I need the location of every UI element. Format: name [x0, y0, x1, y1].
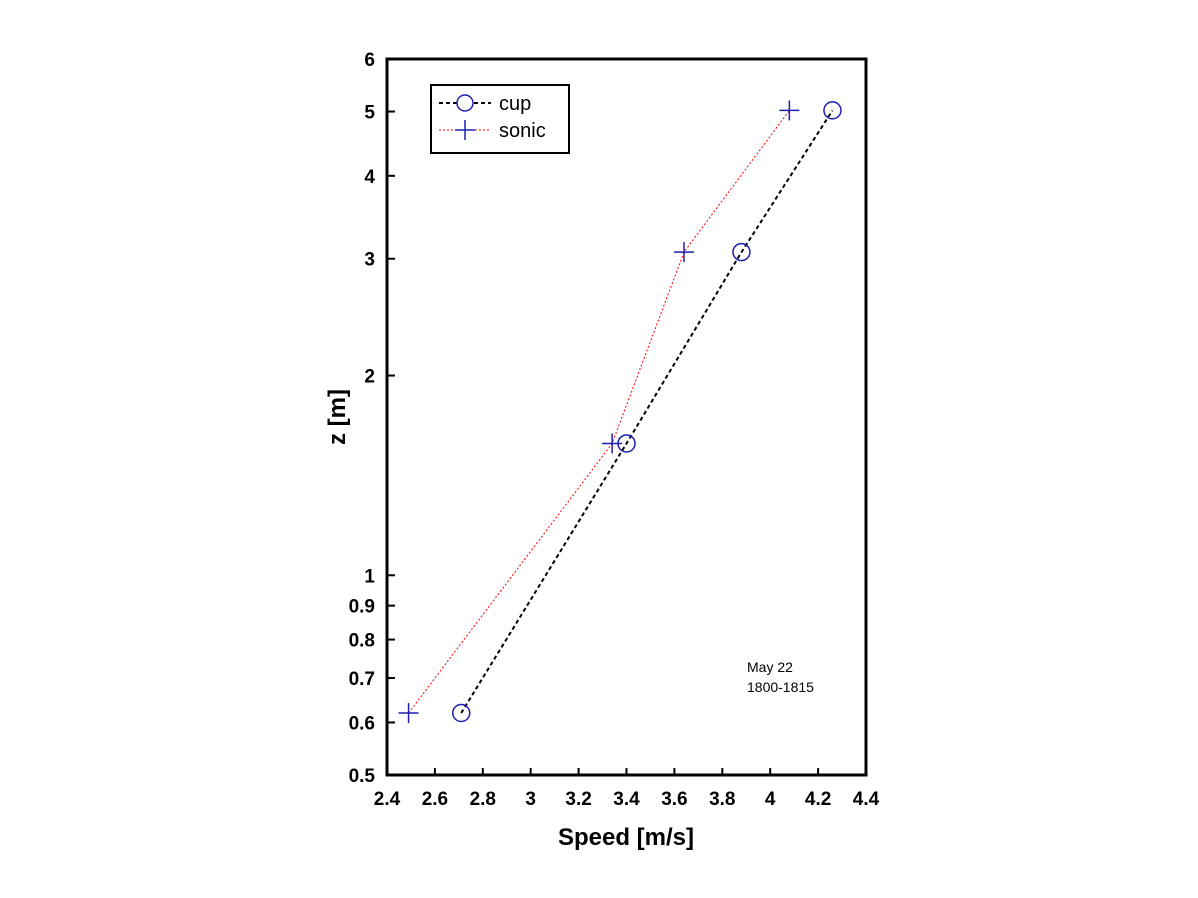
data-point-sonic — [779, 100, 800, 121]
y-tick-label: 3 — [364, 250, 375, 271]
data-point-sonic — [673, 242, 694, 263]
x-tick-label: 4.4 — [853, 789, 880, 810]
x-tick-label: 2.4 — [374, 789, 401, 810]
plot-frame — [385, 57, 868, 777]
x-tick-label: 3.4 — [613, 789, 640, 810]
y-tick-label: 4 — [364, 167, 375, 188]
x-tick-label: 4 — [765, 789, 776, 810]
series-line-cup — [460, 109, 834, 714]
y-tick-label: 6 — [364, 50, 375, 71]
x-tick-label: 3.8 — [709, 789, 735, 810]
y-tick-label: 2 — [364, 367, 375, 388]
series-line-sonic — [408, 110, 790, 714]
series-layer — [398, 100, 842, 724]
data-point-cup — [451, 703, 471, 723]
x-tick-label: 4.2 — [805, 789, 831, 810]
y-tick-label: 5 — [364, 103, 375, 124]
legend-marker-cup — [456, 94, 474, 112]
tick-labels-layer: 2.4 2.6 2.8 3 3.2 3.4 3.6 3.8 4 4.2 4.4 0.5 0.6 0.7 0.… — [349, 50, 880, 810]
x-tick-label: 3.6 — [661, 789, 687, 810]
y-tick-label: 0.8 — [349, 631, 375, 652]
y-tick-label: 1 — [364, 566, 375, 587]
y-tick-label: 0.7 — [349, 669, 375, 690]
annotation-time: 1800-1815 — [747, 679, 814, 695]
x-tick-label: 2.8 — [470, 789, 496, 810]
legend-label-cup: cup — [499, 93, 531, 115]
data-point-sonic — [602, 433, 623, 454]
y-axis-title: z [m] — [324, 389, 351, 445]
data-point-cup — [732, 242, 751, 262]
x-tick-label: 3 — [525, 789, 536, 810]
legend-marker-sonic — [455, 120, 475, 140]
x-axis-title: Speed [m/s] — [558, 824, 694, 851]
y-tick-label: 0.6 — [349, 713, 375, 734]
x-tick-label: 3.2 — [565, 789, 591, 810]
legend-box — [430, 84, 570, 154]
annotation-date: May 22 — [747, 659, 793, 675]
ticks-layer — [386, 58, 867, 776]
y-tick-label: 0.5 — [349, 766, 376, 787]
data-point-cup — [823, 101, 842, 120]
legend: cup sonic — [430, 84, 570, 154]
legend-label-sonic: sonic — [499, 120, 546, 142]
y-tick-label: 0.9 — [349, 597, 375, 618]
data-point-sonic — [398, 703, 419, 724]
x-tick-label: 2.6 — [422, 789, 448, 810]
